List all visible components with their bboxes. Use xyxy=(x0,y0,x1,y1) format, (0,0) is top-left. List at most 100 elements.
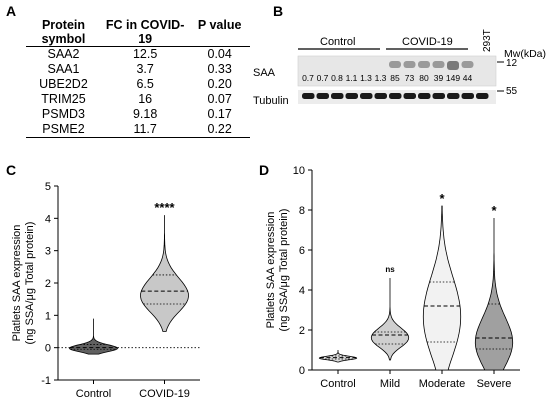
y-tick-label: -1 xyxy=(41,375,51,387)
table-cell-fold-change: 16 xyxy=(138,92,153,106)
chart-c-violin: -1 0 1 2 3 4 5 Platlets SAA expression (ng SSA/μ… xyxy=(11,181,200,400)
table-cell-fold-change: 12.5 xyxy=(132,47,158,61)
blot-band-value: 149 xyxy=(446,73,460,83)
table-cell-protein-symbol: SAA1 xyxy=(47,62,80,76)
table-header-row: Protein symbol FC in COVID-19 P value xyxy=(26,18,250,47)
table-cell-protein-symbol: TRIM25 xyxy=(41,92,86,106)
y-axis-label-line2: (ng SSA/μg Total protein) xyxy=(24,222,36,345)
blot-saa-band xyxy=(447,61,459,70)
x-tick-label: COVID-19 xyxy=(139,388,190,400)
column-header-fold-change: FC in COVID-19 xyxy=(100,18,190,47)
table-cell-p-value: 0.22 xyxy=(189,122,250,138)
blot-band-value: 1.1 xyxy=(346,73,358,83)
panel-label-b: B xyxy=(273,3,284,19)
blot-tubulin-band xyxy=(360,93,373,99)
blot-tubulin-band xyxy=(389,93,402,99)
blot-group-covid-label: COVID-19 xyxy=(402,36,453,48)
blot-saa-band xyxy=(432,61,445,68)
blot-band-value: 44 xyxy=(463,73,473,83)
panel-label-a: A xyxy=(6,3,17,19)
table-cell-fold-change: 11.7 xyxy=(100,122,190,138)
blot-tubulin-band xyxy=(302,93,315,99)
y-tick-label: 0 xyxy=(45,343,51,355)
blot-saa-band xyxy=(403,61,416,68)
y-tick-label: 6 xyxy=(299,245,305,257)
table-cell-protein-symbol: UBE2D2 xyxy=(39,77,88,91)
y-axis-label-line1: Platlets SAA expression xyxy=(265,212,277,329)
violin-mild xyxy=(370,278,410,361)
table-cell-fold-change: 6.5 xyxy=(136,77,154,91)
blot-saa-band xyxy=(418,61,430,68)
western-blot: Control COVID-19 293T Mw(kDa) SAA 0.7 0.7… xyxy=(253,29,546,107)
blot-saa-band xyxy=(461,61,474,68)
blot-mw-12: 12 xyxy=(506,58,518,69)
table-cell-p-value: 0.17 xyxy=(207,107,232,121)
blot-band-value: 0.7 xyxy=(302,73,314,83)
protein-fold-change-table: Protein symbol FC in COVID-19 P value SA… xyxy=(26,18,250,138)
y-tick-label: 5 xyxy=(45,181,51,193)
table-cell-fold-change: 3.7 xyxy=(136,62,154,76)
blot-saa-label: SAA xyxy=(253,67,276,79)
table-row: UBE2D2 6.5 0.20 xyxy=(26,77,250,92)
blot-band-value: 0.7 xyxy=(317,73,329,83)
blot-band-value: 0.8 xyxy=(331,73,343,83)
blot-band-value: 1.3 xyxy=(375,73,387,83)
blot-tubulin-band xyxy=(476,93,489,99)
table-row: SAA1 3.7 0.33 xyxy=(26,62,250,77)
y-axis-label-line1: Platlets SAA expression xyxy=(11,225,23,342)
blot-cell-line-label: 293T xyxy=(482,29,493,52)
table-row: TRIM25 16 0.07 xyxy=(26,92,250,107)
y-tick-label: 4 xyxy=(45,213,51,225)
y-tick-label: 4 xyxy=(299,285,305,297)
blot-band-value: 85 xyxy=(390,73,400,83)
x-tick-label: Control xyxy=(76,388,111,400)
x-tick-label: Moderate xyxy=(419,378,465,390)
blot-tubulin-band xyxy=(432,93,445,99)
y-tick-label: 0 xyxy=(299,365,305,377)
blot-tubulin-band xyxy=(403,93,416,99)
y-axis-label: Platlets SAA expression (ng SSA/μg Total … xyxy=(11,222,36,345)
blot-tubulin-band xyxy=(374,93,387,99)
panel-label-d: D xyxy=(259,162,270,178)
y-tick-label: 3 xyxy=(45,246,51,258)
blot-mw-label: Mw(kDa) xyxy=(504,48,546,60)
table-cell-fold-change: 9.18 xyxy=(132,107,158,121)
table-cell-p-value: 0.33 xyxy=(207,62,232,76)
table-row: SAA2 12.5 0.04 xyxy=(26,47,250,63)
blot-mw-55: 55 xyxy=(506,86,518,97)
blot-tubulin-band xyxy=(331,93,344,99)
blot-tubulin-band xyxy=(418,93,431,99)
blot-tubulin-band xyxy=(447,93,460,99)
significance-marker: * xyxy=(491,203,497,218)
column-header-protein-symbol: Protein symbol xyxy=(26,18,101,47)
x-tick-label: Control xyxy=(320,378,355,390)
blot-band-value: 39 xyxy=(434,73,444,83)
table-cell-protein-symbol: PSMD3 xyxy=(41,107,85,121)
blot-tubulin-band xyxy=(316,93,329,99)
table-cell-p-value: 0.04 xyxy=(207,47,232,61)
table-cell-p-value: 0.07 xyxy=(207,92,232,106)
column-header-p-value: P value xyxy=(189,18,250,47)
blot-tubulin-label: Tubulin xyxy=(253,95,289,107)
violin-control xyxy=(318,350,358,363)
significance-marker: * xyxy=(439,191,445,206)
blot-tubulin-band xyxy=(345,93,358,99)
significance-marker: ns xyxy=(385,265,395,274)
table-cell-p-value: 0.20 xyxy=(207,77,232,91)
blot-group-control-label: Control xyxy=(320,36,355,48)
blot-tubulin-band xyxy=(461,93,474,99)
y-axis-label: Platlets SAA expression (ng SSA/μg Total … xyxy=(265,209,290,332)
y-tick-label: 8 xyxy=(299,205,305,217)
y-tick-label: 2 xyxy=(299,325,305,337)
table-row: PSMD3 9.18 0.17 xyxy=(26,107,250,122)
violin-moderate xyxy=(422,205,462,371)
blot-saa-band xyxy=(389,61,401,68)
significance-marker: **** xyxy=(154,200,175,215)
x-tick-label: Severe xyxy=(477,378,512,390)
table-cell-protein-symbol: PSME2 xyxy=(26,122,101,138)
blot-band-value: 1.3 xyxy=(360,73,372,83)
y-tick-label: 2 xyxy=(45,278,51,290)
violin-control xyxy=(69,318,118,355)
y-tick-label: 1 xyxy=(45,310,51,322)
blot-band-value: 80 xyxy=(419,73,429,83)
